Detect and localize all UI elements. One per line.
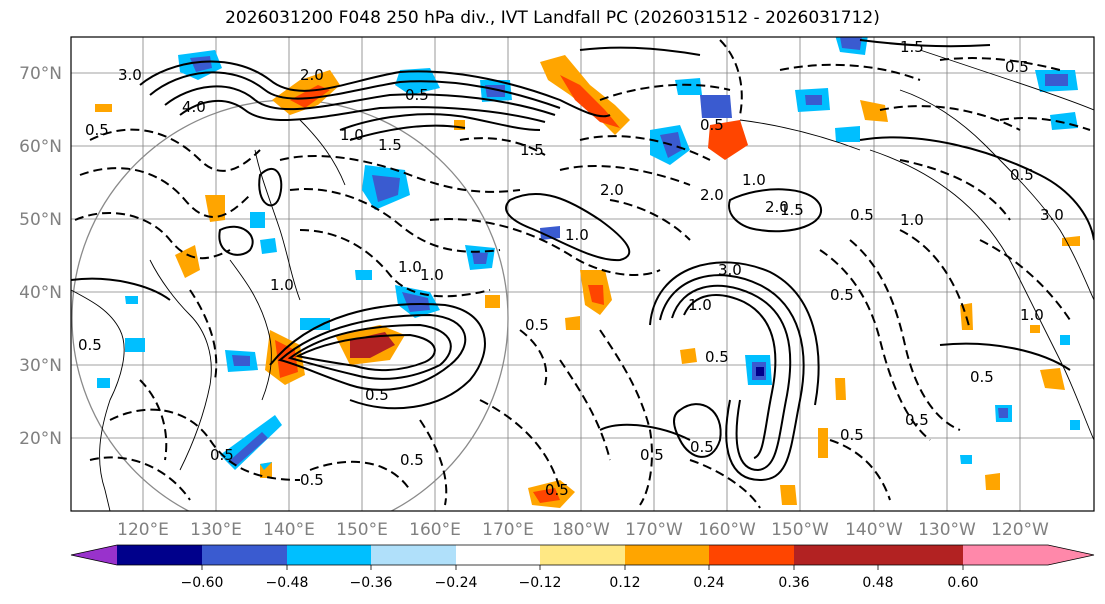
- colorbar-segment: [456, 545, 540, 565]
- contour-label: 1.0: [1020, 306, 1044, 324]
- lon-label: 120°E: [117, 520, 169, 540]
- contour-label: 1.0: [565, 226, 589, 244]
- contour-label: 0.5: [210, 446, 234, 464]
- colorbar-tick-label: 0.60: [947, 575, 978, 591]
- graticule: [71, 37, 1094, 511]
- colorbar-segment: [287, 545, 371, 565]
- lon-label: 170°W: [625, 520, 683, 540]
- contour-label: 0.5: [85, 121, 109, 139]
- lat-label-50n: 50°N: [19, 210, 62, 230]
- contour-label: 3.0: [1040, 206, 1064, 224]
- colorbar-tick-label: −0.60: [181, 575, 224, 591]
- contour-label: 0.5: [400, 451, 424, 469]
- contour-label: 2.0: [700, 186, 724, 204]
- colorbar-segment: [202, 545, 287, 565]
- lon-label: 170°E: [482, 520, 534, 540]
- contour-label: 1.0: [900, 211, 924, 229]
- colorbar-segment: [794, 545, 878, 565]
- lon-label: 160°E: [409, 520, 461, 540]
- contour-label: 0.5: [525, 316, 549, 334]
- map-frame: [70, 36, 1095, 512]
- lon-label: 160°W: [698, 520, 756, 540]
- contour-label: 0.5: [1010, 166, 1034, 184]
- colorbar-segment: [371, 545, 456, 565]
- contour-label: 0.5: [365, 386, 389, 404]
- contour-label: 4.0: [182, 98, 206, 116]
- contour-label: 0.5: [545, 481, 569, 499]
- lat-label-60n: 60°N: [19, 137, 62, 157]
- contour-label: 0.5: [1005, 58, 1029, 76]
- lon-label: 150°E: [336, 520, 388, 540]
- contour-label: 1.5: [520, 141, 544, 159]
- contour-label: 1.5: [900, 38, 924, 56]
- colorbar-segment: [117, 545, 202, 565]
- contour-label: 0.5: [700, 116, 724, 134]
- contour-label: 1.5: [378, 136, 402, 154]
- contour-label: 0.5: [690, 438, 714, 456]
- colorbar-tick-label: −0.36: [350, 575, 393, 591]
- latitude-axis: 70°N 60°N 50°N 40°N 30°N 20°N: [19, 64, 62, 449]
- contour-label: 0.5: [830, 286, 854, 304]
- colorbar-segment: [878, 545, 963, 565]
- colorbar-tick-label: −0.12: [519, 575, 562, 591]
- contour-label: 0.5: [905, 411, 929, 429]
- lat-label-40n: 40°N: [19, 283, 62, 303]
- contour-label: 2.0: [765, 198, 789, 216]
- contour-label: 0.5: [850, 206, 874, 224]
- lon-label: 150°W: [771, 520, 829, 540]
- contour-label: 0.5: [78, 336, 102, 354]
- map-title: 2026031200 F048 250 hPa div., IVT Landfa…: [225, 8, 880, 28]
- contour-label: 0.5: [970, 368, 994, 386]
- contour-label: 1.0: [688, 296, 712, 314]
- contour-label: 1.0: [742, 171, 766, 189]
- contour-label: 0.5: [640, 446, 664, 464]
- contour-label: 0.5: [840, 426, 864, 444]
- lon-label: 120°W: [991, 520, 1049, 540]
- contour-label: 2.0: [300, 66, 324, 84]
- contour-label: 1.0: [420, 266, 444, 284]
- lat-label-30n: 30°N: [19, 356, 62, 376]
- colorbar-tick-label: 0.12: [609, 575, 640, 591]
- lat-label-20n: 20°N: [19, 429, 62, 449]
- lon-label: 130°W: [918, 520, 976, 540]
- contour-label: 3.0: [118, 66, 142, 84]
- lon-label: 130°E: [190, 520, 242, 540]
- divergence-fill: [95, 37, 1080, 508]
- contour-label: 1.5: [780, 201, 804, 219]
- contour-label: 0.5: [300, 471, 324, 489]
- colorbar-segment: [625, 545, 709, 565]
- lon-label: 140°E: [263, 520, 315, 540]
- contour-label: 1.0: [340, 126, 364, 144]
- colorbar-tick-label: 0.36: [778, 575, 809, 591]
- contour-label: 0.5: [705, 348, 729, 366]
- colorbar-tick-label: −0.48: [266, 575, 309, 591]
- colorbar-tick-label: −0.24: [435, 575, 478, 591]
- contour-label: 0.5: [405, 86, 429, 104]
- colorbar-segment: [709, 545, 794, 565]
- ivt-dashed-contours: [74, 39, 1091, 509]
- colorbar-tick-label: 0.24: [693, 575, 724, 591]
- lon-label: 180°W: [552, 520, 610, 540]
- colorbar-tick-label: 0.48: [862, 575, 893, 591]
- contour-labels: 3.0 4.0 0.5 1.5 2.0 1.0 0.5 2.0 1.0 3.0 …: [78, 38, 1064, 499]
- contour-label: 1.0: [398, 258, 422, 276]
- colorbar-extend-low: [71, 545, 117, 565]
- longitude-axis: 120°E 130°E 140°E 150°E 160°E 170°E 180°…: [117, 520, 1049, 540]
- colorbar: −0.60 −0.48 −0.36 −0.24 −0.12 0.12 0.24 …: [70, 544, 1095, 591]
- lat-label-70n: 70°N: [19, 64, 62, 84]
- ivt-solid-contours: [71, 39, 1094, 482]
- colorbar-segment: [540, 545, 625, 565]
- contour-label: 2.0: [600, 181, 624, 199]
- contour-label: 3.0: [718, 261, 742, 279]
- lon-label: 140°W: [845, 520, 903, 540]
- contour-label: 1.0: [270, 276, 294, 294]
- coastlines: [71, 49, 1094, 511]
